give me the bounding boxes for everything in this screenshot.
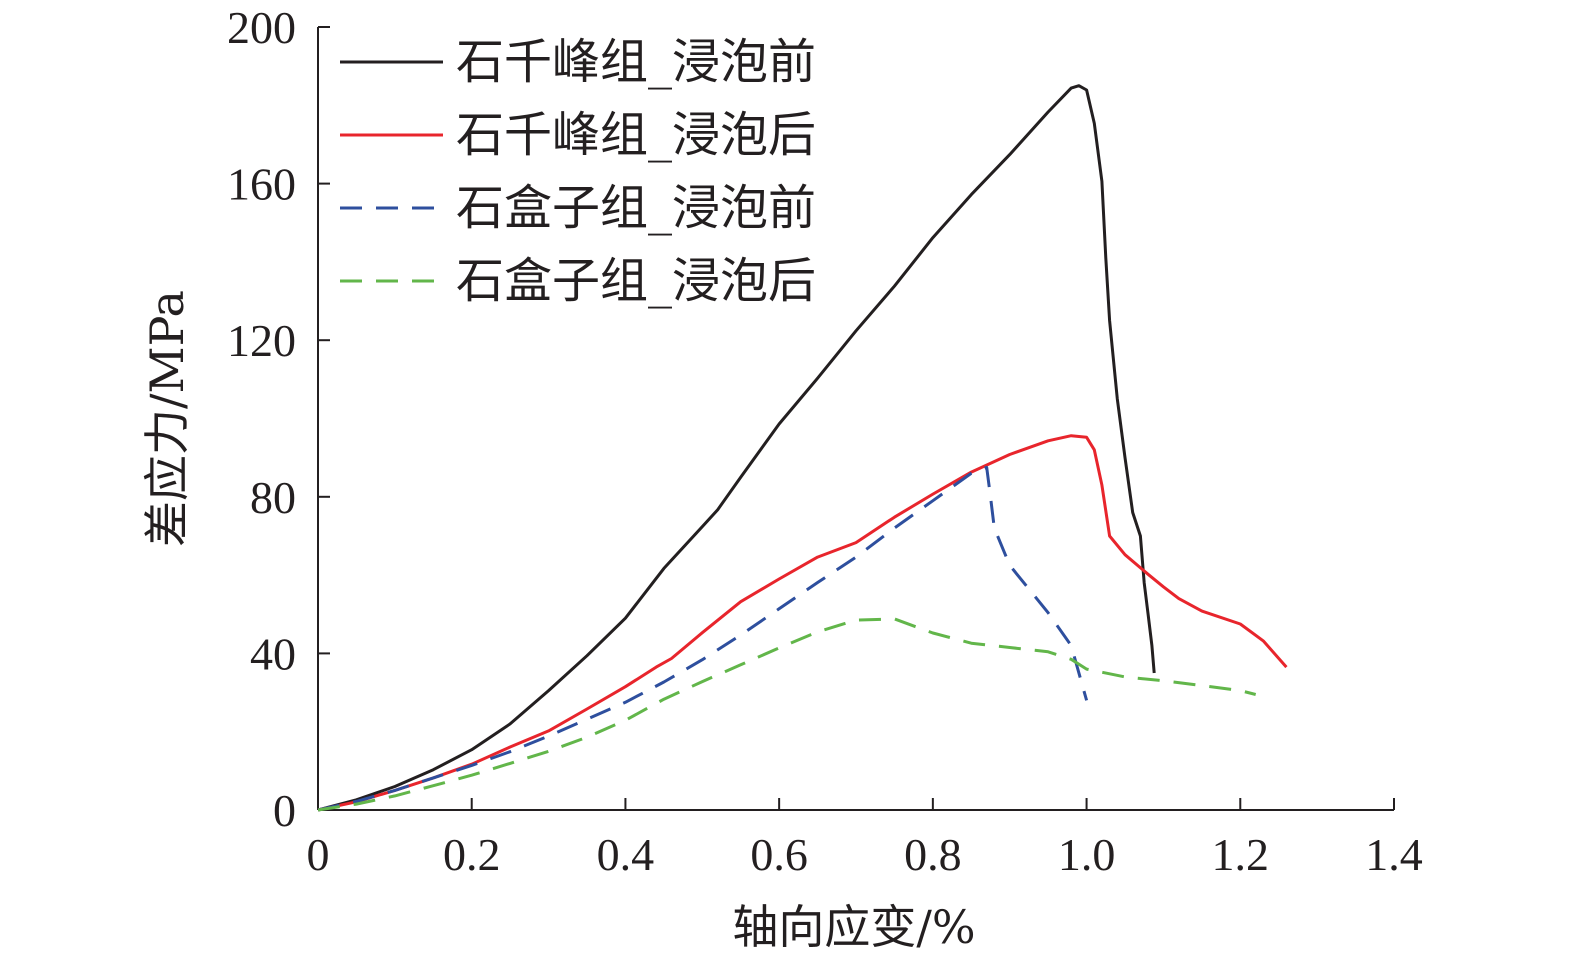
y-tick-label: 0 [273,785,296,836]
legend-label-3: 石盒子组_浸泡前 [456,180,816,236]
x-tick-label: 0 [307,829,330,880]
x-tick-label: 0.8 [904,829,962,880]
y-axis-title: 差应力/MPa [140,290,194,547]
x-axis-title: 轴向应变/% [732,900,975,954]
x-tick-label: 1.4 [1365,829,1423,880]
legend-label-1: 石千峰组_浸泡前 [456,34,816,90]
x-tick-label: 0.6 [750,829,808,880]
series-line-3 [317,465,1089,812]
series-group [317,84,1288,812]
x-tick-label: 1.2 [1212,829,1270,880]
y-tick-label: 40 [250,628,296,679]
axes-group: 0 0.2 0.4 0.6 0.8 1.0 1.2 1.4 0 40 80 120 160 200 [227,2,1423,880]
y-tick-label: 200 [227,2,296,53]
series-line-4 [317,617,1257,812]
x-tick-label: 0.2 [443,829,501,880]
y-tick-label: 160 [227,159,296,210]
x-tick-label: 1.0 [1058,829,1116,880]
series-line-1 [317,84,1156,812]
x-tick-label: 0.4 [597,829,655,880]
legend-label-2: 石千峰组_浸泡后 [456,107,816,163]
y-tick-label: 120 [227,315,296,366]
legend-label-4: 石盒子组_浸泡后 [456,253,816,309]
y-tick-label: 80 [250,472,296,523]
series-line-2 [317,434,1288,812]
